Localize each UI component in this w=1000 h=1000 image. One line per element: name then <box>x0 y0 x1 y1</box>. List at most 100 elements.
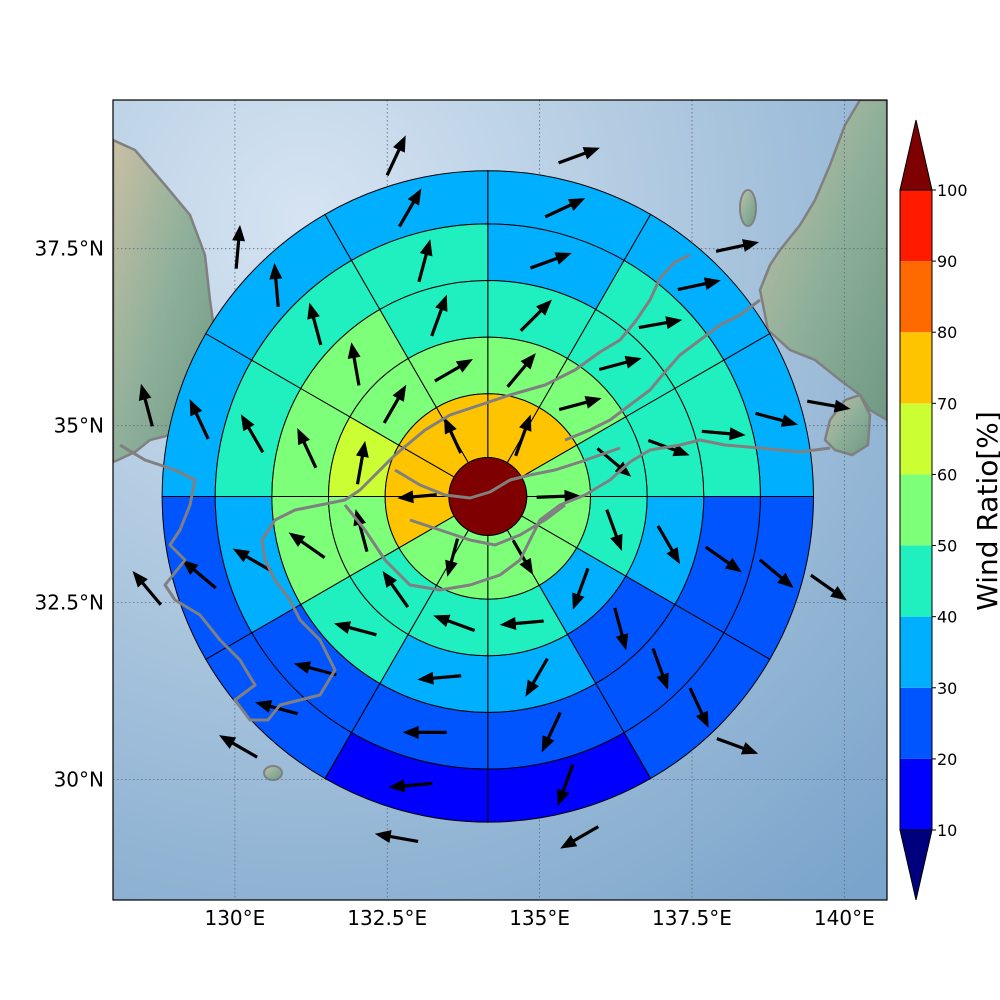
colorbar-segment <box>900 616 932 688</box>
wind-arrow-icon <box>557 147 600 165</box>
colorbar-tick-label: 40 <box>937 608 957 627</box>
wind-arrow-icon <box>557 764 575 807</box>
wind-arrow-icon <box>232 548 272 573</box>
coastline <box>119 253 831 722</box>
wind-arrow-icon <box>398 188 422 228</box>
land-island <box>739 189 757 227</box>
wind-arrow-icon <box>333 621 377 637</box>
wind-arrow-icon <box>758 558 794 589</box>
wind-arrow-icon <box>430 294 448 337</box>
wind-arrow-icon <box>806 399 851 413</box>
wind-arrow-icon <box>525 657 549 697</box>
wind-arrow-icon <box>704 545 742 573</box>
longitude-tick-label: 132.5°E <box>347 906 427 930</box>
colorbar-segment <box>900 403 932 475</box>
longitude-tick-labels: 130°E 132.5°E 135°E 137.5°E 140°E <box>204 906 874 930</box>
wind-arrow-icon <box>382 571 410 609</box>
colorbar-segment <box>900 332 932 404</box>
map-frame <box>112 99 888 901</box>
latitude-tick-label: 30°N <box>54 768 104 792</box>
colorbar: 10 20 30 40 50 60 70 80 90 100 <box>899 119 968 901</box>
land-boso-peninsula <box>823 393 872 457</box>
wind-arrow-icon <box>219 735 258 759</box>
wind-arrow-icon <box>558 396 602 412</box>
wind-arrow-icon <box>638 316 683 330</box>
land-island <box>263 765 283 781</box>
wind-arrow-icon <box>374 830 419 843</box>
wind-arrow-icon <box>385 135 406 176</box>
wind-arrow-icon <box>269 263 283 308</box>
wind-arrow-icon <box>355 440 369 485</box>
wind-arrow-icon <box>536 489 581 503</box>
wind-arrow-icon <box>529 252 572 270</box>
wind-arrow-icon <box>138 383 154 427</box>
colorbar-segment <box>900 758 932 830</box>
map-area <box>113 100 887 900</box>
wind-arrow-icon <box>434 358 473 383</box>
colorbar-tick-label: 80 <box>937 323 957 342</box>
colorbar-tick-label: 70 <box>937 394 957 413</box>
wind-arrow-icon <box>716 737 759 755</box>
latitude-tick-labels: 30°N 32.5°N 35°N 37.5°N <box>35 237 105 792</box>
wind-arrow-icon <box>810 573 847 601</box>
colorbar-tick-label: 10 <box>937 821 957 840</box>
wind-arrow-icon <box>506 353 536 388</box>
wind-arrow-icon <box>755 411 798 427</box>
colorbar-tick-label: 20 <box>937 750 957 769</box>
wind-arrow-icon <box>388 779 433 793</box>
wind-arrow-icon <box>701 427 746 441</box>
wind-arrow-icon <box>232 224 246 269</box>
latitude-tick-label: 35°N <box>54 414 104 438</box>
wind-arrow-icon <box>293 661 337 677</box>
colorbar-extend-max <box>899 119 933 191</box>
wind-arrow-icon <box>444 417 463 454</box>
wind-arrow-icon <box>189 399 210 440</box>
wind-arrow-icon <box>544 198 586 219</box>
wind-arrow-icon <box>572 567 590 610</box>
colorbar-segment <box>900 261 932 333</box>
wind-arrow-icon <box>499 617 544 630</box>
colorbar-tick-label: 90 <box>937 252 957 271</box>
wind-arrow-icon <box>397 490 437 504</box>
wind-arrow-icon <box>182 559 217 590</box>
colorbar-segment <box>900 474 932 546</box>
wind-arrow-icon <box>417 671 462 685</box>
colorbar-segment <box>900 687 932 759</box>
wind-arrow-icon <box>514 414 532 457</box>
longitude-tick-label: 140°E <box>814 906 875 930</box>
colorbar-extend-min <box>899 829 933 901</box>
colorbar-tick-label: 50 <box>937 537 957 556</box>
longitude-tick-label: 135°E <box>509 906 570 930</box>
wind-arrow-icon <box>715 239 760 253</box>
colorbar-frame <box>899 189 933 831</box>
wind-arrow-icon <box>288 532 326 559</box>
latitude-tick-label: 32.5°N <box>35 591 105 615</box>
colorbar-segment <box>900 545 932 617</box>
wind-arrow-icon <box>519 299 552 332</box>
wind-arrow-icon <box>132 571 163 606</box>
wind-arrow-icon <box>688 687 709 728</box>
wind-arrow-icon <box>598 355 642 372</box>
longitude-tick-label: 137.5°E <box>652 906 732 930</box>
colorbar-segment <box>900 190 932 262</box>
wind-arrow-icon <box>240 414 265 454</box>
colorbar-tick-label: 60 <box>937 465 957 484</box>
colorbar-tick-label: 100 <box>937 181 968 200</box>
wind-arrow-icon <box>347 342 361 386</box>
wind-arrow-icon <box>560 825 600 849</box>
wind-arrow-icon <box>382 384 407 424</box>
wind-arrow-icon <box>297 427 318 469</box>
wind-arrow-icon <box>445 538 460 577</box>
wind-arrow-icon <box>651 647 669 690</box>
polar-grid <box>132 135 851 849</box>
wind-arrow-icon <box>677 277 721 292</box>
colorbar-tick-label: 30 <box>937 679 957 698</box>
longitude-tick-label: 130°E <box>204 906 265 930</box>
wind-arrow-icon <box>417 239 433 283</box>
colorbar-label: Wind Ratio[%] <box>971 411 1000 611</box>
wind-arrow-icon <box>433 614 476 632</box>
wind-arrow-icon <box>307 302 323 346</box>
wind-arrow-icon <box>605 509 623 552</box>
wind-arrow-icon <box>613 607 629 651</box>
